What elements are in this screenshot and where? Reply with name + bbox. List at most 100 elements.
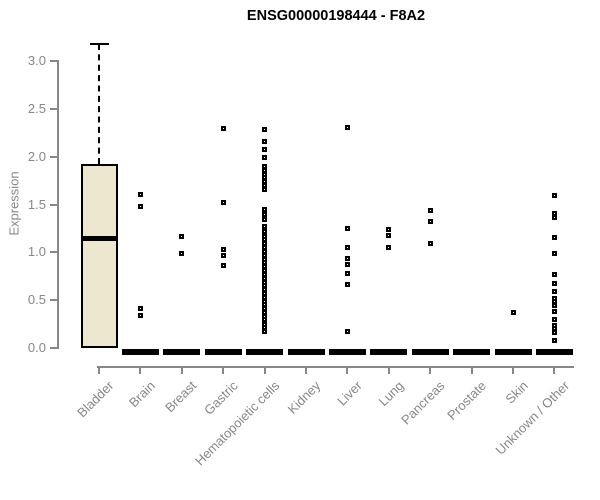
collapsed-box-liver [328,349,366,355]
outlier-point-skin [510,310,516,316]
x-axis-tick [387,366,390,374]
x-axis-tick-label: Lung [375,378,407,410]
outlier-point-liver [344,270,350,276]
outlier-point-liver [344,262,350,268]
outlier-point-unknown-other [551,309,557,315]
x-axis-tick [139,366,142,374]
y-axis-tick [50,251,57,254]
x-axis-tick [305,366,307,374]
outlier-point-liver [344,226,350,231]
y-axis-tick [50,60,57,63]
x-axis-tick [512,366,514,374]
x-axis-line [97,366,574,368]
outlier-point-unknown-other [551,330,557,336]
outlier-point-hematopoietic-cells [262,146,268,152]
outlier-point-liver [344,255,350,261]
x-axis-tick [222,366,225,374]
x-axis-tick-label: Prostate [444,378,490,423]
outlier-point-gastric [220,125,226,131]
outlier-point-unknown-other [551,192,557,198]
y-axis-tick-label: 2.5 [27,101,46,116]
outlier-point-liver [344,282,350,288]
collapsed-box-skin [494,349,532,355]
outlier-point-hematopoietic-cells [262,186,268,192]
outlier-point-hematopoietic-cells [262,329,268,335]
outlier-point-hematopoietic-cells [262,228,268,234]
outlier-point-hematopoietic-cells [262,211,268,217]
outlier-point-liver [344,329,350,335]
collapsed-box-hematopoietic-cells [246,349,284,355]
y-axis-tick-label: 1.0 [27,244,46,260]
outlier-point-breast [179,250,185,256]
collapsed-box-prostate [453,349,491,355]
y-axis-tick-label: 1.5 [27,196,46,212]
outlier-point-pancreas [427,241,433,247]
x-axis-tick [346,366,349,374]
upper-whisker-bladder [98,43,100,165]
x-axis-tick-label: Gastric [201,378,241,418]
outlier-point-unknown-other [551,316,557,322]
x-axis-tick-label: Pancreas [398,378,448,428]
x-axis-tick [470,366,473,374]
x-axis-tick-label: Skin [502,378,531,407]
outlier-point-lung [386,245,392,251]
y-axis-line [57,60,59,349]
outlier-point-brain [137,312,143,318]
x-axis-tick-label: Breast [162,378,200,416]
chart-title: ENSG00000198444 - F8A2 [246,8,426,24]
outlier-point-hematopoietic-cells [262,139,268,144]
upper-whisker-cap-bladder [89,42,109,45]
x-axis-tick-label: Liver [334,378,366,409]
outlier-point-unknown-other [551,214,557,220]
outlier-point-unknown-other [551,298,557,304]
outlier-point-lung [386,232,392,238]
y-axis-tick [50,203,57,206]
outlier-point-gastric [220,247,226,253]
outlier-point-hematopoietic-cells [262,155,268,161]
outlier-point-brain [137,191,143,197]
outlier-point-unknown-other [551,289,557,295]
collapsed-box-brain [121,349,159,355]
outlier-point-lung [386,226,392,232]
outlier-point-hematopoietic-cells [262,224,268,230]
box-bladder [80,164,118,348]
outlier-point-gastric [220,200,226,206]
outlier-point-gastric [220,263,226,269]
collapsed-box-pancreas [411,349,449,355]
outlier-point-pancreas [427,207,433,213]
outlier-point-unknown-other [551,337,557,343]
x-axis-tick [263,366,266,374]
collapsed-box-kidney [287,349,325,355]
outlier-point-unknown-other [551,234,557,240]
y-axis-tick [50,108,57,110]
x-axis-tick-label: Bladder [74,378,117,421]
outlier-point-liver [344,245,350,251]
outlier-point-brain [137,306,143,312]
x-axis-tick [553,366,556,374]
y-axis-tick-label: 3.0 [27,53,46,69]
collapsed-box-lung [370,349,408,355]
outlier-point-unknown-other [551,271,557,277]
x-axis-tick [180,366,183,374]
y-axis-tick [50,299,57,302]
outlier-point-hematopoietic-cells [262,206,268,212]
outlier-point-unknown-other [551,281,557,287]
outlier-point-breast [179,233,185,239]
x-axis-tick [429,366,432,374]
outlier-point-liver [344,124,350,130]
outlier-point-hematopoietic-cells [262,126,268,132]
outlier-point-unknown-other [551,303,557,309]
y-axis-tick-label: 0.0 [27,340,46,355]
outlier-point-pancreas [427,219,433,225]
y-axis-tick [50,347,57,349]
median-line-bladder [80,236,118,242]
collapsed-box-unknown-other [535,349,573,355]
outlier-point-brain [137,204,143,209]
x-axis-tick-label: Brain [125,378,159,411]
x-axis-tick-label: Kidney [284,378,324,417]
x-axis-tick-label: Unknown / Other [492,378,573,458]
y-axis-tick-label: 2.0 [27,148,46,164]
outlier-point-hematopoietic-cells [262,316,268,322]
outlier-point-hematopoietic-cells [262,217,268,223]
